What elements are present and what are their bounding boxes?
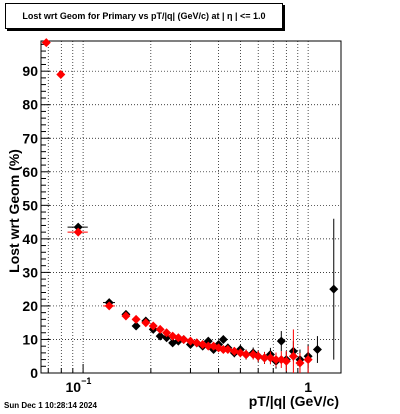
y-tick-label: 30 [22,264,38,280]
plot-frame [40,40,342,374]
data-point [271,355,281,365]
data-point [104,301,114,311]
data-point [241,350,251,360]
axis-ticks [41,43,309,374]
data-point [281,356,291,366]
data-point [162,328,172,338]
data-point [148,321,158,331]
timestamp: Sun Dec 1 10:28:14 2024 [4,401,97,410]
y-tick-label: 60 [22,164,38,180]
y-tick-label: 80 [22,97,38,113]
data-layer [41,38,339,373]
data-point [295,358,305,368]
x-tick-exponent: −1 [81,376,91,386]
data-point [218,334,228,344]
y-tick-label: 50 [22,197,38,213]
data-point [185,336,195,346]
x-tick-label: 1 [304,379,312,395]
data-point [260,353,270,363]
grid [41,41,341,373]
x-tick-label: 10 [66,379,82,395]
y-tick-label: 40 [22,231,38,247]
y-tick-label: 70 [22,130,38,146]
data-point [179,334,189,344]
data-point [303,355,313,365]
data-point [288,351,298,361]
data-point [131,321,141,331]
series-1 [41,38,313,373]
data-point [56,70,66,80]
data-point [141,318,151,328]
data-point [218,345,228,355]
data-point [276,336,286,346]
x-axis-label: pT/|q| (GeV/c) [249,393,339,409]
data-point [312,345,322,355]
data-point [253,351,263,361]
data-point [223,345,233,355]
data-point [41,38,51,48]
data-point [203,341,213,351]
data-point [73,222,83,232]
y-tick-label: 20 [22,298,38,314]
y-tick-label: 90 [22,63,38,79]
data-point [131,314,141,324]
data-point [121,311,131,321]
data-point [329,284,339,294]
chart-title: Lost wrt Geom for Primary vs pT/|q| (GeV… [22,11,266,21]
y-tick-label: 0 [30,365,38,381]
y-axis-label: Lost wrt Geom (%) [6,149,22,273]
y-tick-label: 10 [22,331,38,347]
chart-title-box: Lost wrt Geom for Primary vs pT/|q| (GeV… [5,3,283,29]
data-point [155,331,165,341]
data-point [73,227,83,237]
data-point [155,324,165,334]
